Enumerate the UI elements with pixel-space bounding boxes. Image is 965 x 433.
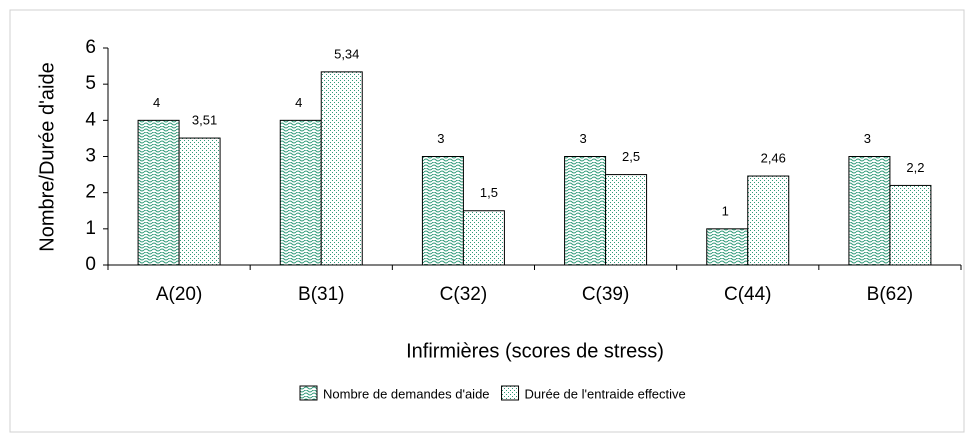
legend-swatch	[299, 385, 318, 401]
x-tick-label: B(62)	[867, 284, 913, 305]
value-label: 1	[722, 203, 729, 218]
bar	[320, 71, 363, 266]
bar	[747, 175, 790, 266]
y-axis-label: Nombre/Durée d'aide	[36, 62, 58, 251]
bar	[706, 228, 749, 266]
y-tick-label: 0	[85, 254, 96, 275]
value-label: 2,2	[906, 160, 924, 175]
bar	[564, 156, 607, 266]
bar	[889, 184, 932, 266]
x-tick-label: C(44)	[724, 284, 772, 305]
bar	[848, 156, 891, 266]
value-label: 2,46	[761, 150, 786, 165]
bar	[178, 137, 221, 266]
y-tick-label: 2	[85, 182, 96, 203]
y-tick-label: 3	[85, 146, 96, 167]
y-tick-label: 6	[85, 37, 96, 58]
value-label: 5,34	[334, 46, 359, 61]
legend-label: Nombre de demandes d'aide	[323, 386, 490, 401]
x-tick-label: B(31)	[298, 284, 344, 305]
bar	[137, 119, 180, 266]
bar	[279, 119, 322, 266]
value-label: 3,51	[192, 112, 217, 127]
x-axis-label: Infirmières (scores de stress)	[406, 340, 664, 362]
bar	[421, 156, 464, 266]
value-label: 4	[295, 95, 302, 110]
bar	[462, 210, 505, 266]
x-tick-label: A(20)	[156, 284, 202, 305]
x-tick-label: C(32)	[440, 284, 488, 305]
value-label: 4	[153, 95, 160, 110]
y-tick-label: 5	[85, 73, 96, 94]
legend-swatch	[501, 385, 520, 401]
y-tick-label: 1	[85, 218, 96, 239]
value-label: 3	[437, 131, 444, 146]
value-label: 2,5	[622, 149, 640, 164]
legend-label: Durée de l'entraide effective	[525, 386, 686, 401]
x-tick-label: C(39)	[582, 284, 630, 305]
value-label: 3	[864, 131, 871, 146]
bar	[605, 174, 648, 266]
value-label: 1,5	[480, 185, 498, 200]
y-tick-label: 4	[85, 109, 96, 130]
value-label: 3	[579, 131, 586, 146]
